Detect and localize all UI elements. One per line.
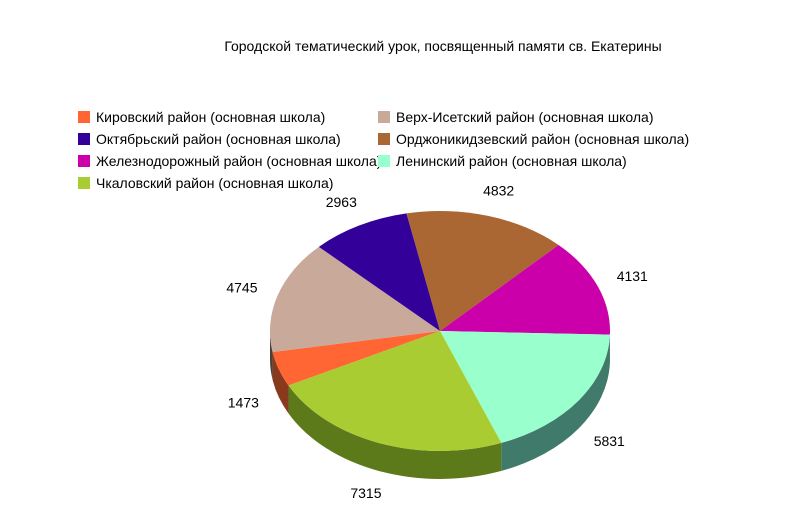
pie-slice-side <box>270 331 273 380</box>
pie-slice <box>406 211 559 331</box>
legend-label: Чкаловский район (основная школа) <box>96 175 334 191</box>
legend-label: Октябрьский район (основная школа) <box>96 131 341 147</box>
data-label: 7315 <box>350 485 381 501</box>
legend-item: Верх-Исетский район (основная школа) <box>378 108 738 126</box>
legend-label: Верх-Исетский район (основная школа) <box>396 109 654 125</box>
pie-slice-side <box>288 385 502 479</box>
legend-item: Чкаловский район (основная школа) <box>78 174 378 192</box>
legend-item: Ленинский район (основная школа) <box>378 152 738 170</box>
pie-slice <box>318 213 440 331</box>
legend-swatch <box>378 155 390 167</box>
legend-swatch <box>378 133 390 145</box>
data-label: 4745 <box>226 280 257 296</box>
legend-item: Октябрьский район (основная школа) <box>78 130 378 148</box>
legend-swatch <box>378 111 390 123</box>
legend-swatch <box>78 133 90 145</box>
pie-slice-side <box>272 351 289 414</box>
pie-slice-side <box>501 334 610 471</box>
pie-slice <box>272 331 440 386</box>
data-label: 4832 <box>483 183 514 199</box>
legend-label: Ленинский район (основная школа) <box>396 153 627 169</box>
legend-item: Железнодорожный район (основная школа) <box>78 152 382 170</box>
pie-slice <box>440 245 610 335</box>
legend-swatch <box>78 155 90 167</box>
chart-legend: Кировский район (основная школа) Верх-Исе… <box>78 108 758 192</box>
legend-label: Орджоникидзевский район (основная школа) <box>396 131 690 147</box>
pie-slice <box>288 331 502 451</box>
legend-swatch <box>78 111 90 123</box>
legend-label: Кировский район (основная школа) <box>96 109 326 125</box>
legend-item: Кировский район (основная школа) <box>78 108 378 126</box>
pie-slice <box>270 246 440 352</box>
chart-title: Городской тематический урок, посвященный… <box>224 38 662 54</box>
legend-swatch <box>78 177 90 189</box>
data-label: 5831 <box>594 433 625 449</box>
legend-item: Орджоникидзевский район (основная школа) <box>378 130 738 148</box>
legend-label: Железнодорожный район (основная школа) <box>96 153 382 169</box>
pie-slice <box>440 331 610 443</box>
data-label: 4131 <box>617 268 648 284</box>
data-label: 2963 <box>326 194 357 210</box>
data-label: 1473 <box>228 395 259 411</box>
